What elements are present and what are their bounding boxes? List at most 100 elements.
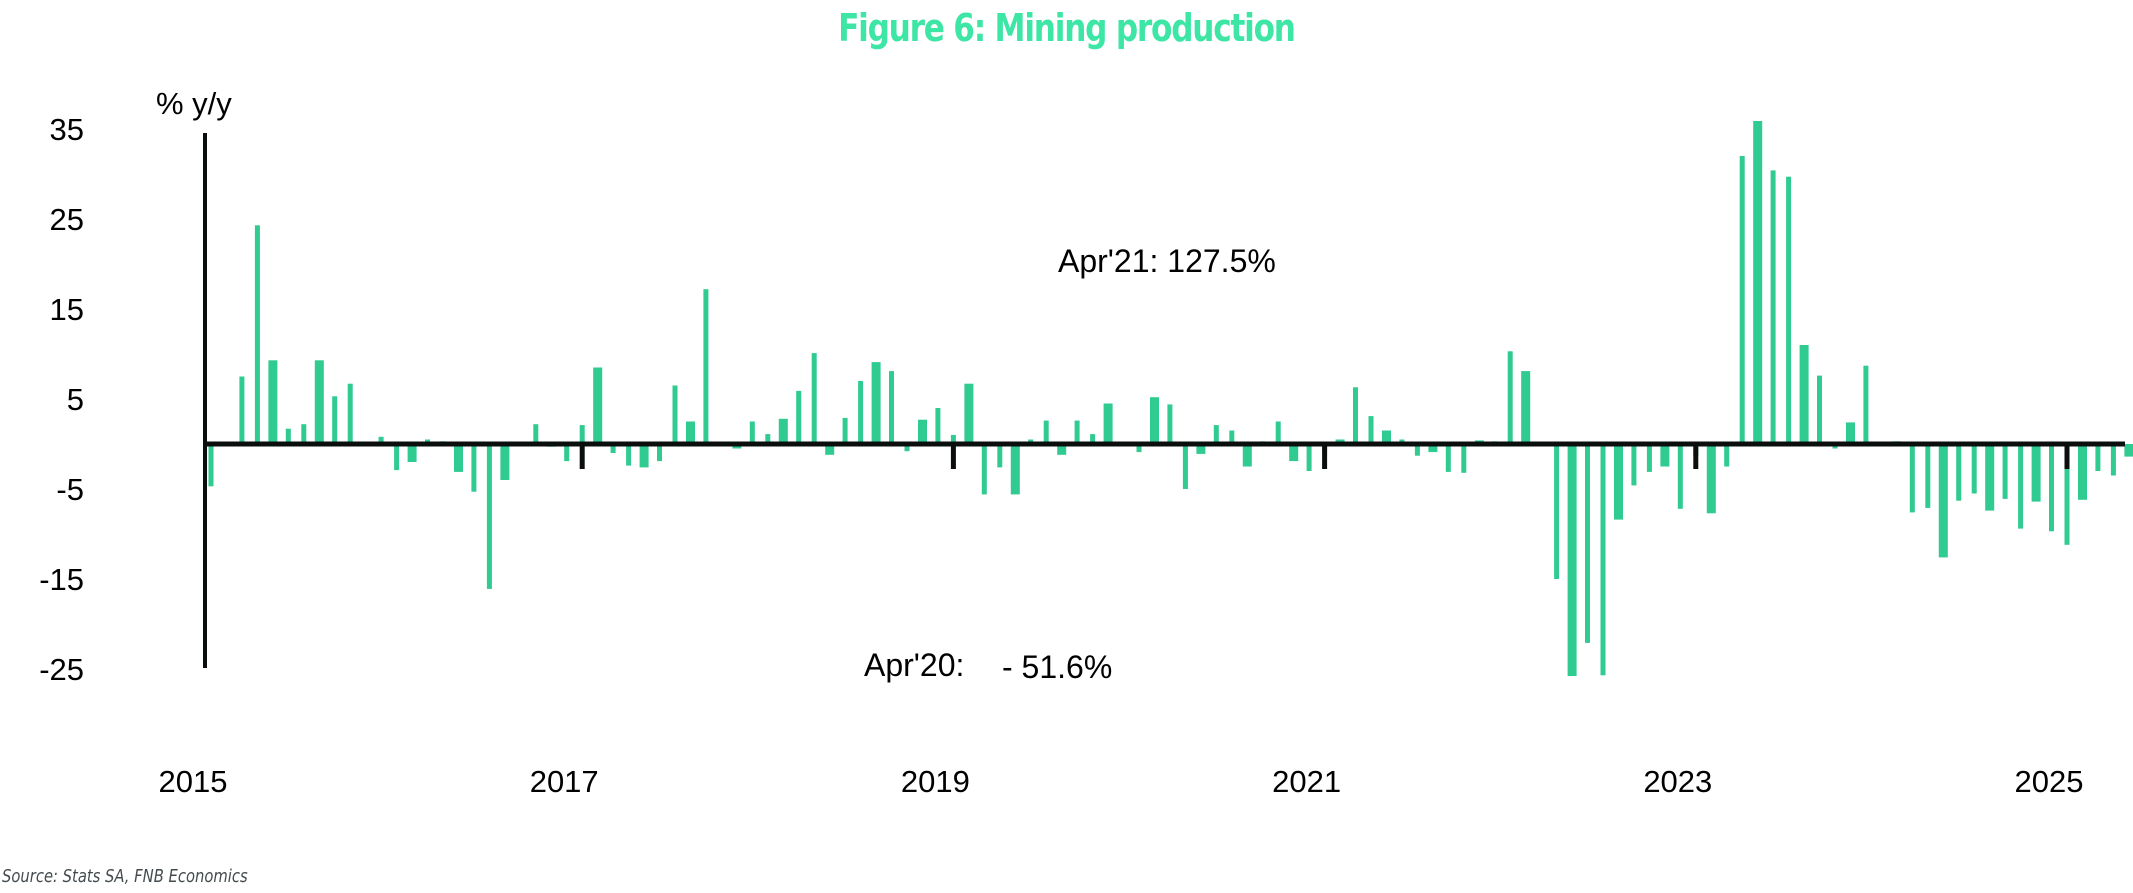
bar bbox=[1461, 444, 1467, 473]
bar bbox=[1445, 444, 1451, 472]
x-tick-mark bbox=[1693, 444, 1699, 469]
annotation-apr21: Apr'21: 127.5% bbox=[1058, 243, 1276, 279]
bar bbox=[2049, 444, 2054, 532]
bar bbox=[533, 424, 539, 444]
bar bbox=[593, 367, 603, 444]
bar bbox=[1057, 444, 1067, 455]
chart-title: Figure 6: Mining production bbox=[838, 6, 1296, 50]
bar bbox=[1600, 444, 1606, 676]
x-tick-mark bbox=[950, 444, 956, 469]
bar bbox=[1167, 404, 1173, 444]
bar bbox=[1706, 444, 1716, 514]
bar bbox=[1306, 444, 1312, 471]
bar bbox=[1677, 444, 1683, 509]
bar bbox=[268, 360, 278, 444]
bar bbox=[1414, 444, 1420, 456]
bar bbox=[1753, 121, 1763, 444]
x-tick-label: 2025 bbox=[2015, 764, 2084, 799]
bar bbox=[378, 436, 384, 444]
bar bbox=[1182, 444, 1188, 489]
bar bbox=[871, 362, 881, 444]
bar bbox=[1043, 420, 1049, 444]
bar bbox=[314, 360, 324, 444]
bar bbox=[285, 428, 291, 444]
y-tick-label: -5 bbox=[56, 472, 84, 507]
bar bbox=[500, 444, 510, 480]
bar bbox=[1074, 420, 1080, 444]
x-tick-label: 2019 bbox=[901, 764, 970, 799]
y-tick-label: 35 bbox=[50, 112, 84, 147]
y-tick-labels: 35 25 15 5 -5 -15 -25 bbox=[39, 112, 84, 687]
y-axis-label: % y/y bbox=[156, 86, 232, 121]
bar bbox=[1368, 416, 1374, 444]
x-tick-mark bbox=[2064, 444, 2070, 469]
bar bbox=[1846, 422, 1855, 444]
source-note: Source: Stats SA, FNB Economics bbox=[2, 866, 248, 887]
bar bbox=[254, 225, 260, 444]
y-tick-label: 5 bbox=[67, 382, 84, 417]
bar bbox=[564, 444, 570, 462]
x-tick-mark bbox=[579, 444, 585, 469]
bar bbox=[981, 444, 987, 495]
bar bbox=[1090, 434, 1096, 444]
bar bbox=[1799, 345, 1809, 444]
bar bbox=[208, 444, 214, 487]
y-tick-label: -15 bbox=[39, 562, 84, 597]
bar bbox=[1010, 444, 1020, 495]
bar bbox=[332, 396, 338, 444]
bar bbox=[610, 444, 616, 453]
bar bbox=[842, 417, 848, 444]
bar bbox=[935, 408, 941, 444]
bar bbox=[2095, 444, 2101, 471]
bar bbox=[1382, 430, 1391, 444]
bar bbox=[1660, 444, 1670, 467]
bar bbox=[2064, 444, 2070, 545]
bar-series bbox=[208, 121, 2133, 676]
bar bbox=[1428, 444, 1438, 453]
bar bbox=[626, 444, 632, 466]
bar bbox=[2002, 444, 2008, 499]
bar bbox=[454, 444, 463, 472]
bar bbox=[1521, 371, 1531, 444]
bar bbox=[811, 353, 817, 444]
bar bbox=[1289, 444, 1299, 462]
x-tick-label: 2023 bbox=[1643, 764, 1712, 799]
bar bbox=[825, 444, 835, 455]
bar bbox=[639, 444, 649, 468]
bar bbox=[765, 434, 771, 444]
bar bbox=[407, 444, 417, 462]
x-tick-label: 2017 bbox=[530, 764, 599, 799]
bar bbox=[301, 424, 307, 444]
bar bbox=[1213, 425, 1219, 444]
bar bbox=[778, 418, 788, 444]
x-tick-labels: 2015 2017 2019 2021 2023 2025 bbox=[159, 444, 2084, 799]
x-tick-mark bbox=[1322, 444, 1328, 469]
bar bbox=[1786, 176, 1792, 444]
bar bbox=[964, 383, 974, 444]
bar bbox=[1909, 444, 1915, 513]
x-tick-label: 2015 bbox=[159, 764, 228, 799]
bar bbox=[2031, 444, 2041, 502]
bar bbox=[239, 376, 245, 444]
bar bbox=[2124, 444, 2133, 457]
bar bbox=[1925, 444, 1931, 508]
bar bbox=[486, 444, 492, 589]
y-tick-label: 15 bbox=[50, 292, 84, 327]
bar bbox=[1956, 444, 1962, 501]
bar bbox=[889, 371, 894, 444]
bar bbox=[1585, 444, 1590, 643]
bar bbox=[347, 383, 353, 444]
bar bbox=[1863, 365, 1869, 444]
bar bbox=[579, 425, 585, 444]
bar bbox=[904, 444, 910, 452]
bar bbox=[672, 385, 678, 444]
bar bbox=[997, 444, 1003, 468]
bar bbox=[1242, 444, 1252, 467]
x-tick-label: 2021 bbox=[1272, 764, 1341, 799]
bar bbox=[1150, 397, 1159, 444]
bar bbox=[950, 435, 956, 444]
y-tick-label: -25 bbox=[39, 652, 84, 687]
bar bbox=[1985, 444, 1995, 511]
bar bbox=[1739, 156, 1745, 444]
